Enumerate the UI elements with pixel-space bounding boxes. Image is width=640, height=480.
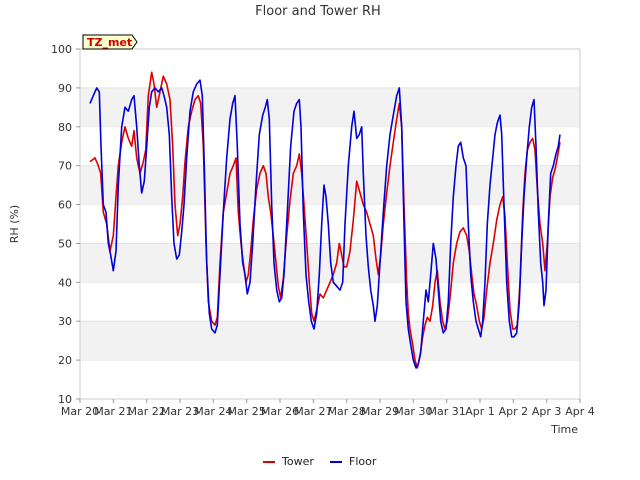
y-tick-label: 20 (58, 354, 72, 367)
legend-label-tower: Tower (281, 455, 314, 468)
x-tick-label: Mar 23 (161, 405, 199, 418)
badge-label: TZ_met (87, 36, 132, 49)
x-tick-label: Mar 31 (428, 405, 466, 418)
site-badge: TZ_met (82, 34, 138, 50)
x-tick-label: Mar 27 (294, 405, 332, 418)
legend: Tower Floor (263, 455, 377, 468)
x-tick-label: Mar 26 (261, 405, 299, 418)
y-tick-label: 100 (51, 43, 72, 56)
x-tick-label: Mar 20 (61, 405, 99, 418)
series-line-tower (89, 71, 561, 369)
x-tick-label: Mar 21 (94, 405, 132, 418)
y-tick-label: 70 (58, 160, 72, 173)
x-tick-label: Apr 4 (565, 405, 595, 418)
x-tick-label: Mar 30 (394, 405, 432, 418)
series-layer (89, 71, 561, 369)
series-line-floor (89, 79, 561, 369)
y-tick-label: 60 (58, 199, 72, 212)
x-tick-label: Mar 28 (328, 405, 366, 418)
x-tick-label: Mar 29 (361, 405, 399, 418)
grid-band (80, 321, 580, 361)
x-tick-label: Apr 3 (532, 405, 562, 418)
x-tick-label: Apr 2 (499, 405, 529, 418)
y-axis: 10 20 30 40 50 60 70 80 90 100 (51, 43, 80, 406)
x-tick-label: Apr 1 (465, 405, 495, 418)
y-tick-label: 90 (58, 82, 72, 95)
chart-title: Floor and Tower RH (255, 4, 381, 19)
x-tick-label: Mar 24 (194, 405, 232, 418)
x-axis-label: Time (550, 423, 578, 436)
y-axis-label: RH (%) (8, 205, 21, 243)
badge-shape (82, 34, 138, 50)
x-tick-label: Mar 25 (228, 405, 266, 418)
y-tick-label: 50 (58, 237, 72, 250)
plot-frame (79, 48, 581, 400)
y-tick-label: 10 (58, 393, 72, 406)
legend-label-floor: Floor (349, 455, 377, 468)
grid-band (80, 165, 580, 205)
y-tick-label: 80 (58, 121, 72, 134)
y-tick-label: 30 (58, 315, 72, 328)
x-tick-label: Mar 22 (128, 405, 166, 418)
y-tick-label: 40 (58, 276, 72, 289)
